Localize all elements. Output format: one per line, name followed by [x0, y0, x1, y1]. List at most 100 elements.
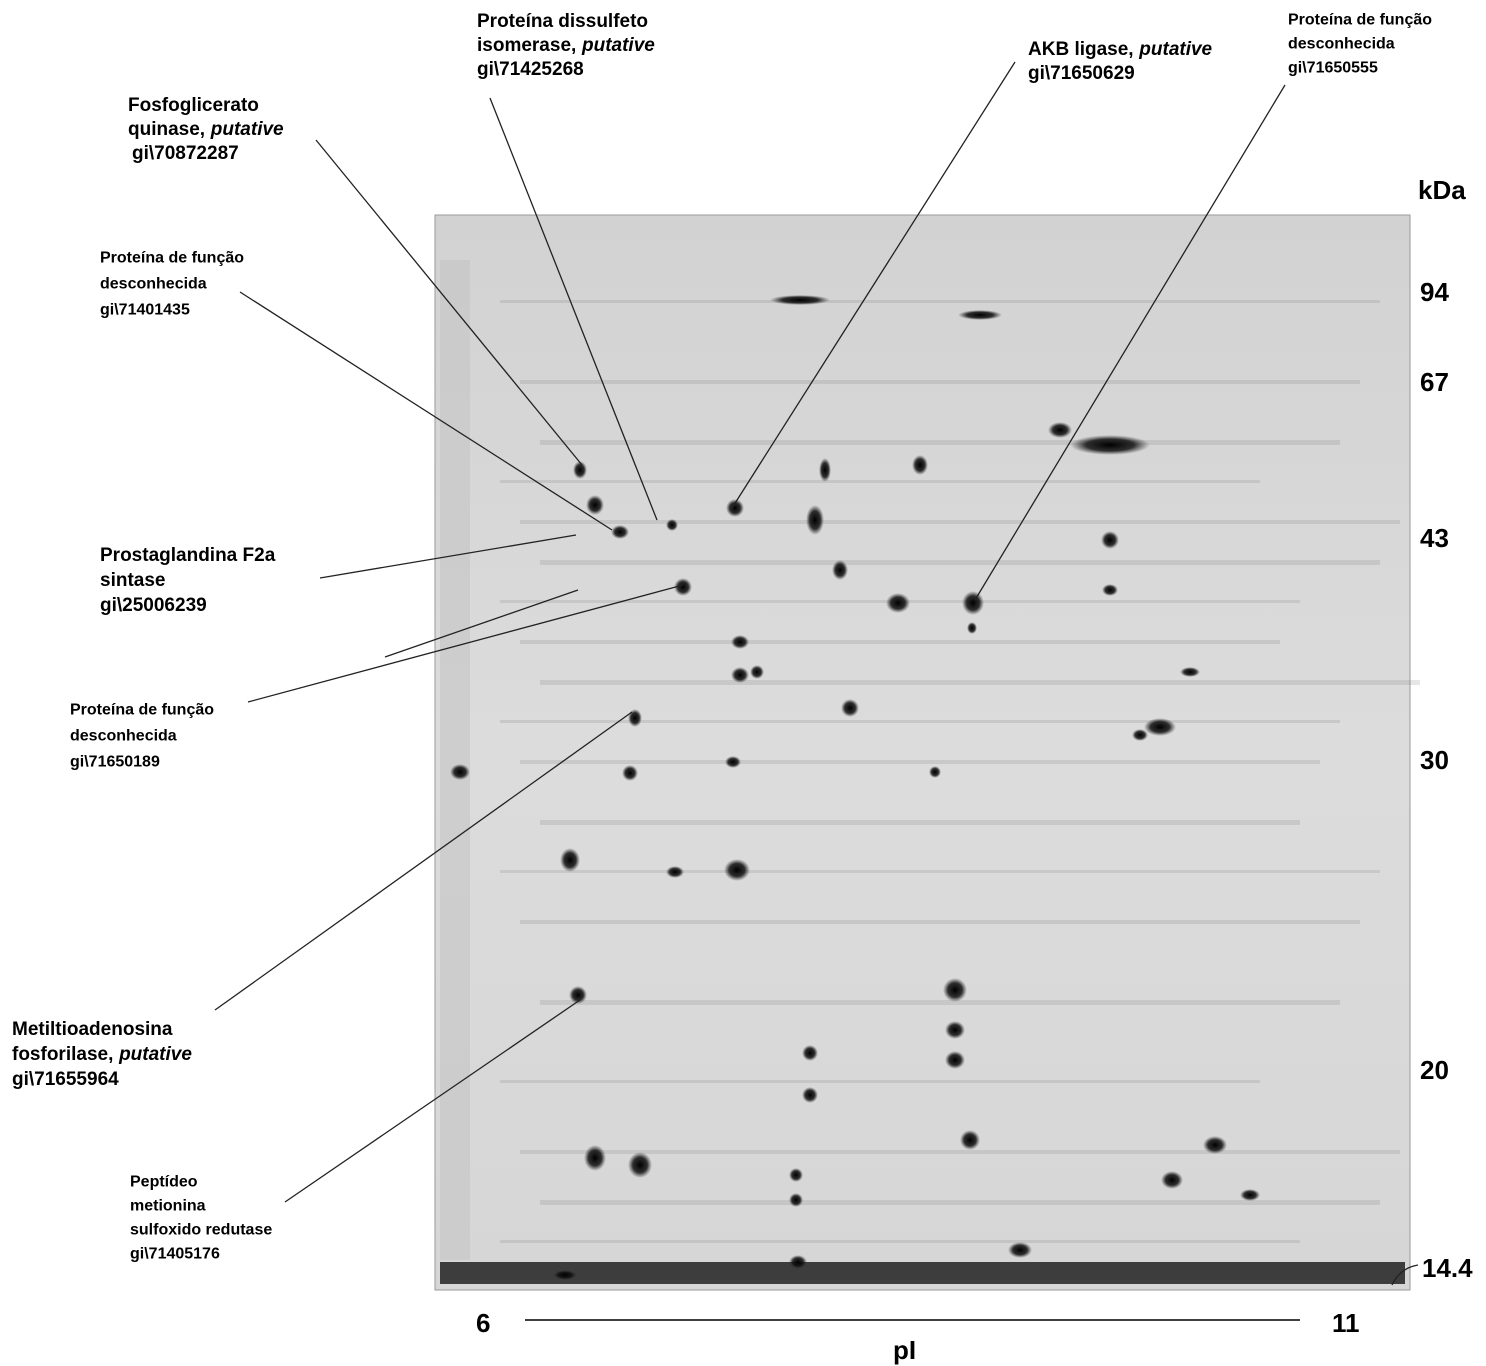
label-gi: gi\71650189 [70, 753, 160, 770]
label-line: desconhecida [100, 275, 207, 292]
label-line: isomerase, [477, 35, 576, 56]
gel-figure: Fosfogliceratoquinase,putativegi\7087228… [0, 0, 1486, 1366]
label-gi: gi\71655964 [12, 1069, 119, 1090]
protein-spot [1132, 729, 1148, 741]
protein-spot [586, 495, 604, 515]
label-line: AKB ligase, [1028, 39, 1134, 60]
protein-spot [943, 978, 967, 1002]
protein-spot [802, 1045, 818, 1061]
protein-spot [958, 310, 1002, 320]
gel-streak [520, 920, 1360, 924]
protein-spot [789, 1168, 803, 1182]
protein-spot [731, 667, 749, 683]
gel-streak [540, 440, 1340, 445]
protein-spot [806, 505, 824, 535]
protein-spot [819, 458, 831, 482]
label-gi: gi\71650629 [1028, 63, 1135, 84]
gel-streak [500, 1080, 1260, 1083]
protein-spot [726, 499, 744, 517]
protein-spot [962, 591, 984, 615]
protein-spot [960, 1130, 980, 1150]
gel-streak [520, 1150, 1400, 1154]
protein-spot [666, 866, 684, 878]
protein-spot [1101, 531, 1119, 549]
mw-marker: 67 [1420, 367, 1449, 397]
label-qualifier: putative [210, 119, 284, 140]
protein-spot [573, 461, 587, 479]
gel-streak [520, 640, 1280, 644]
pi-label: pI [893, 1335, 916, 1365]
label-line: Prostaglandina F2a [100, 545, 276, 566]
label-line: sulfoxido redutase [130, 1221, 272, 1238]
label-gi: gi\71425268 [477, 59, 584, 80]
label-gi: gi\71650555 [1288, 59, 1378, 76]
protein-spot [770, 295, 830, 305]
protein-spot [929, 766, 941, 778]
protein-spot [945, 1051, 965, 1069]
gel-streak [500, 870, 1380, 873]
protein-spot [1048, 422, 1072, 438]
protein-spot [725, 756, 741, 768]
label-line: Proteína de função [1288, 11, 1432, 28]
protein-spot [553, 1270, 577, 1280]
protein-spot [1102, 584, 1118, 596]
pi-end: 11 [1332, 1308, 1360, 1338]
gel-streak [520, 380, 1360, 384]
gel-streak [540, 560, 1380, 565]
pi-start: 6 [476, 1308, 490, 1338]
protein-spot [750, 665, 764, 679]
protein-spot [886, 593, 910, 613]
gel-streak [540, 680, 1420, 685]
protein-spot [1144, 718, 1176, 736]
protein-spot [622, 765, 638, 781]
mw-unit: kDa [1418, 175, 1466, 205]
protein-spot [1161, 1171, 1183, 1189]
protein-spot [611, 525, 629, 539]
protein-spot [789, 1193, 803, 1207]
label-line: Metiltioadenosina [12, 1019, 173, 1040]
gel-streak [540, 820, 1300, 825]
label-line: Proteína de função [70, 701, 214, 718]
gel-streak [500, 720, 1340, 723]
protein-spot [802, 1087, 818, 1103]
label-line: Proteína dissulfeto [477, 11, 648, 32]
gel-streak [500, 300, 1380, 303]
label-line: Proteína de função [100, 249, 244, 266]
label-line: Peptídeo [130, 1173, 198, 1190]
label-line: metionina [130, 1197, 206, 1214]
label-qualifier: putative [1138, 39, 1212, 60]
protein-spot [967, 622, 977, 634]
label-gi: gi\71405176 [130, 1245, 220, 1262]
label-line: sintase [100, 570, 165, 591]
gel-streak [520, 760, 1320, 764]
label-line: desconhecida [1288, 35, 1395, 52]
mw-marker: 43 [1420, 523, 1449, 553]
gel-streak [500, 480, 1260, 483]
protein-spot [628, 709, 642, 727]
protein-spot [1070, 435, 1150, 455]
protein-spot [450, 764, 470, 780]
mw-marker: 20 [1420, 1055, 1449, 1085]
label-gi: gi\25006239 [100, 595, 207, 616]
gel-streak [540, 1000, 1340, 1005]
mw-marker: 30 [1420, 745, 1449, 775]
protein-spot [1240, 1189, 1260, 1201]
protein-spot [1180, 667, 1200, 677]
label-line: Fosfoglicerato [128, 95, 259, 116]
gel-streak [500, 1240, 1300, 1243]
protein-spot [724, 859, 750, 881]
protein-spot [841, 699, 859, 717]
label-gi: gi\71401435 [100, 301, 190, 318]
gel-streak [540, 1200, 1380, 1205]
gel-image [435, 215, 1420, 1290]
label-gi: gi\70872287 [132, 143, 239, 164]
protein-spot [666, 519, 678, 531]
label-line: quinase, [128, 119, 205, 140]
protein-spot [731, 635, 749, 649]
mw-marker: 94 [1420, 277, 1449, 307]
protein-spot [832, 560, 848, 580]
protein-spot [628, 1152, 652, 1178]
protein-spot [789, 1255, 807, 1269]
label-line: desconhecida [70, 727, 177, 744]
protein-spot [560, 848, 580, 872]
